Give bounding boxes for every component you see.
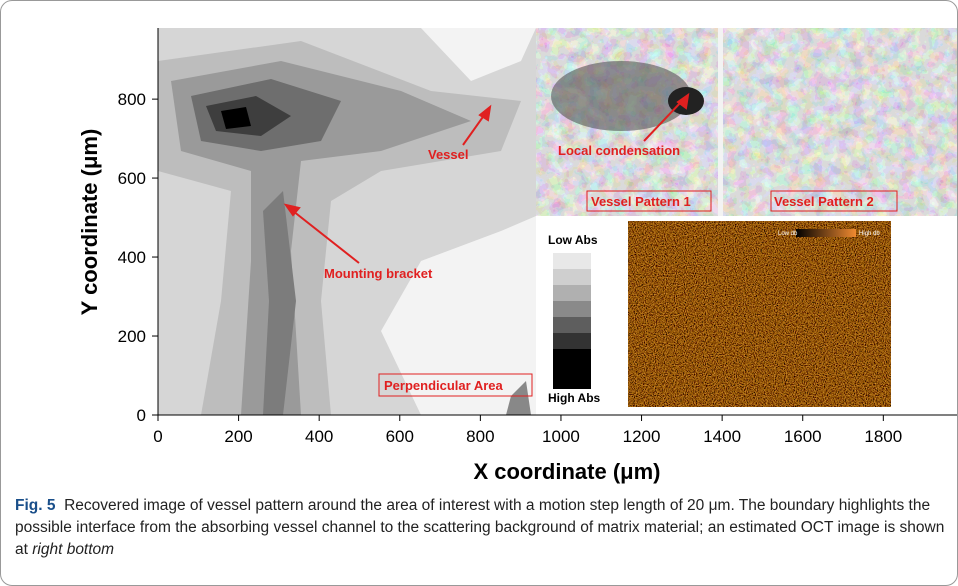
oct-image: Low db High db	[628, 221, 891, 407]
y-tick-label: 0	[137, 406, 146, 425]
x-tick-label: 800	[466, 427, 494, 446]
caption-label: Fig. 5	[15, 497, 55, 514]
oct-scale-label: Low db	[778, 231, 798, 237]
annotation: Local condensation	[558, 143, 680, 158]
gray-step	[553, 317, 591, 333]
gray-step	[553, 253, 591, 269]
x-tick-label: 1200	[623, 427, 661, 446]
x-tick-label: 1000	[542, 427, 580, 446]
x-tick-label: 0	[153, 427, 162, 446]
annotation: Vessel Pattern 1	[591, 194, 691, 209]
y-tick-label: 800	[118, 90, 146, 109]
caption-text: Recovered image of vessel pattern around…	[15, 497, 944, 558]
scale-label: High Abs	[548, 391, 601, 405]
annotation: Vessel Pattern 2	[774, 194, 874, 209]
figure: Low db High db Mounting bracket Vessel L…	[1, 1, 957, 493]
annotation: Perpendicular Area	[384, 378, 504, 393]
gray-step	[553, 301, 591, 317]
gray-step	[553, 285, 591, 301]
x-tick-label: 600	[386, 427, 414, 446]
x-tick-label: 1600	[784, 427, 822, 446]
annotation: Vessel	[428, 147, 469, 162]
gray-step	[553, 269, 591, 285]
gray-step	[553, 349, 591, 389]
oct-scale-label: High db	[859, 231, 880, 237]
inset-vessel-pattern-1	[536, 28, 718, 216]
x-tick-label: 200	[224, 427, 252, 446]
x-axis-label: X coordinate (μm)	[473, 459, 660, 484]
scale-label: Low Abs	[548, 233, 598, 247]
y-tick-label: 200	[118, 327, 146, 346]
y-tick-label: 400	[118, 248, 146, 267]
gray-step	[553, 333, 591, 349]
x-tick-label: 1400	[703, 427, 741, 446]
caption: Fig. 5 Recovered image of vessel pattern…	[15, 495, 945, 561]
figure-panel: Low db High db Mounting bracket Vessel L…	[0, 0, 958, 586]
gray-scale	[553, 253, 591, 389]
caption-italic: right bottom	[32, 541, 114, 558]
inset-vessel-pattern-2	[723, 28, 957, 216]
annotation: Mounting bracket	[324, 266, 433, 281]
x-tick-label: 400	[305, 427, 333, 446]
x-tick-label: 1800	[864, 427, 902, 446]
y-axis-label: Y coordinate (μm)	[77, 129, 102, 316]
y-tick-label: 600	[118, 169, 146, 188]
